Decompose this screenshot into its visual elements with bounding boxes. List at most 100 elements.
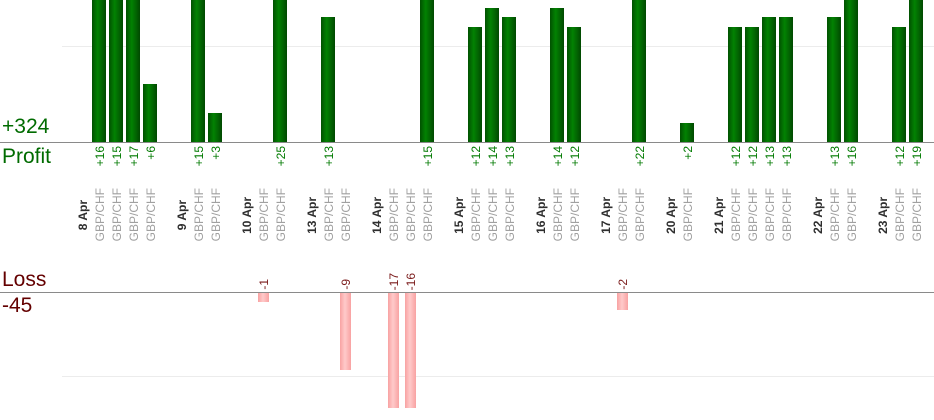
profit-value-label: +25	[273, 146, 288, 167]
profit-bar	[909, 0, 923, 142]
loss-axis-line	[0, 292, 934, 293]
loss-value-label: -2	[615, 279, 630, 290]
date-slot: 9 Apr	[173, 0, 190, 420]
trade-slot: +12 GBP/CHF	[467, 0, 484, 420]
instrument-label: GBP/CHF	[632, 188, 647, 242]
bar-group: 15 Apr +12 GBP/CHF +14 GBP/CHF +13 GBP/CHF	[450, 0, 518, 420]
date-label: 22 Apr	[810, 196, 825, 234]
bar-groups: 8 Apr +16 GBP/CHF +15 GBP/CHF +17 GBP/CHF +6 GBP…	[74, 0, 925, 420]
instrument-label: GBP/CHF	[468, 188, 483, 242]
loss-value: -1	[255, 279, 272, 290]
instrument-label: GBP/CHF	[550, 188, 565, 242]
trade-slot: +12 GBP/CHF	[891, 0, 908, 420]
bar-group: 8 Apr +16 GBP/CHF +15 GBP/CHF +17 GBP/CHF +6 GBP…	[74, 0, 159, 420]
bar-group: 10 Apr -1 GBP/CHF +25 GBP/CHF	[238, 0, 289, 420]
trade-slot: +12 GBP/CHF	[727, 0, 744, 420]
profit-bar	[191, 0, 205, 142]
profit-value: +3	[207, 146, 224, 160]
profit-value-label: +13	[321, 146, 336, 167]
profit-value: +13	[761, 146, 778, 166]
trade-slot: +2 GBP/CHF	[679, 0, 696, 420]
date-slot: 17 Apr	[597, 0, 614, 420]
trade-slot: +3 GBP/CHF	[207, 0, 224, 420]
instrument-band: GBP/CHF	[467, 186, 484, 244]
profit-bar	[485, 8, 499, 142]
loss-bar	[340, 293, 351, 370]
date-label: 17 Apr	[598, 196, 613, 234]
profit-value: +15	[108, 146, 125, 166]
instrument-band: GBP/CHF	[190, 186, 207, 244]
bar-group: 9 Apr +15 GBP/CHF +3 GBP/CHF	[173, 0, 224, 420]
date-slot: 21 Apr	[710, 0, 727, 420]
trade-slot: +25 GBP/CHF	[272, 0, 289, 420]
profit-value: +19	[908, 146, 925, 166]
trade-slot: +12 GBP/CHF	[566, 0, 583, 420]
trade-slot: +15 GBP/CHF	[108, 0, 125, 420]
instrument-band: GBP/CHF	[142, 186, 159, 244]
profit-value-label: +2	[680, 146, 695, 160]
trade-slot: +15 GBP/CHF	[190, 0, 207, 420]
trade-slot: -2 GBP/CHF	[614, 0, 631, 420]
bar-group: 17 Apr -2 GBP/CHF +22 GBP/CHF	[597, 0, 648, 420]
loss-value: -9	[337, 279, 354, 290]
profit-axis-line	[0, 142, 934, 143]
profit-value-label: +13	[779, 146, 794, 167]
trade-slot: -1 GBP/CHF	[255, 0, 272, 420]
instrument-band: GBP/CHF	[272, 186, 289, 244]
instrument-band: GBP/CHF	[419, 186, 436, 244]
date-label: 14 Apr	[369, 196, 384, 234]
instrument-band: GBP/CHF	[566, 186, 583, 244]
date-slot: 10 Apr	[238, 0, 255, 420]
date-band: 8 Apr	[74, 186, 91, 244]
instrument-band: GBP/CHF	[908, 186, 925, 244]
loss-value-label: -16	[403, 272, 418, 290]
profit-value-label: +12	[745, 146, 760, 167]
trade-slot: -16 GBP/CHF	[402, 0, 419, 420]
instrument-label: GBP/CHF	[844, 188, 859, 242]
instrument-band: GBP/CHF	[891, 186, 908, 244]
instrument-label: GBP/CHF	[273, 188, 288, 242]
profit-value: +12	[891, 146, 908, 166]
date-slot: 22 Apr	[809, 0, 826, 420]
date-label: 9 Apr	[174, 199, 189, 231]
instrument-band: GBP/CHF	[843, 186, 860, 244]
profit-value-label: +12	[892, 146, 907, 167]
instrument-band: GBP/CHF	[549, 186, 566, 244]
profit-value-label: +19	[909, 146, 924, 167]
instrument-band: GBP/CHF	[255, 186, 272, 244]
profit-value-label: +15	[191, 146, 206, 167]
date-band: 22 Apr	[809, 186, 826, 244]
instrument-label: GBP/CHF	[321, 188, 336, 242]
date-label: 21 Apr	[711, 196, 726, 234]
profit-value: +13	[778, 146, 795, 166]
bar-group: 13 Apr +13 GBP/CHF -9 GBP/CHF	[303, 0, 354, 420]
profit-bar	[550, 8, 564, 142]
profit-value: +12	[727, 146, 744, 166]
instrument-label: GBP/CHF	[779, 188, 794, 242]
trade-slot: +13 GBP/CHF	[778, 0, 795, 420]
profit-value-label: +22	[632, 146, 647, 167]
instrument-band: GBP/CHF	[761, 186, 778, 244]
date-slot: 8 Apr	[74, 0, 91, 420]
instrument-label: GBP/CHF	[92, 188, 107, 242]
trade-slot: -9 GBP/CHF	[337, 0, 354, 420]
profit-value: +22	[631, 146, 648, 166]
loss-value-label: -1	[256, 279, 271, 290]
date-slot: 23 Apr	[874, 0, 891, 420]
profit-bar	[762, 17, 776, 142]
instrument-label: GBP/CHF	[502, 188, 517, 242]
profit-bar	[502, 17, 516, 142]
instrument-band: GBP/CHF	[614, 186, 631, 244]
loss-gridline	[62, 376, 934, 377]
instrument-label: GBP/CHF	[728, 188, 743, 242]
instrument-label: GBP/CHF	[143, 188, 158, 242]
profit-value-label: +13	[827, 146, 842, 167]
instrument-band: GBP/CHF	[125, 186, 142, 244]
trade-slot: +13 GBP/CHF	[320, 0, 337, 420]
trade-slot: -17 GBP/CHF	[385, 0, 402, 420]
loss-bar	[258, 293, 269, 302]
trade-slot: +14 GBP/CHF	[484, 0, 501, 420]
instrument-band: GBP/CHF	[727, 186, 744, 244]
profit-value: +12	[467, 146, 484, 166]
trade-slot: +13 GBP/CHF	[501, 0, 518, 420]
